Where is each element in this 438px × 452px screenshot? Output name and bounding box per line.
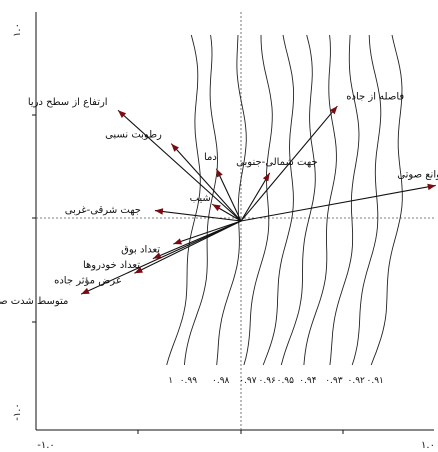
vector-label: ارتفاع موانع صوتی — [397, 170, 438, 181]
vector-label: تعداد بوق — [121, 245, 160, 256]
contour-line — [329, 34, 360, 366]
vector-arrowhead — [152, 252, 162, 259]
vector-label: تعداد خودروها — [83, 260, 140, 271]
vector-line — [240, 105, 338, 222]
contour-line — [243, 34, 273, 366]
contour-label: ۰.۹۵ — [277, 376, 295, 386]
vector-line — [240, 172, 271, 222]
vector-label: جهت شرقی-غربی — [65, 205, 141, 216]
vector-arrowhead — [216, 168, 223, 178]
contour-label: ۰.۹۳ — [325, 376, 343, 386]
contour-label: ۰.۹۹ — [180, 376, 198, 386]
contour-line — [183, 34, 218, 366]
contour-line — [280, 34, 316, 366]
vector-line — [154, 210, 242, 222]
vector-arrowhead — [154, 208, 164, 215]
contour-line — [166, 34, 201, 366]
y-tick-label-top: ۱.۰ — [12, 23, 23, 37]
vector-label: دما — [204, 152, 217, 163]
contour-label: ۰.۹۸ — [212, 376, 230, 386]
vector-line — [80, 220, 242, 295]
vector-line — [170, 143, 242, 222]
axis-ticks — [32, 114, 344, 434]
vector-arrowhead — [329, 106, 338, 115]
environmental-vectors: ارتفاع از سطح دریا رطوبت نسبی دما شیب جهت شر… — [0, 91, 438, 307]
vector-line — [240, 184, 436, 222]
vector-label: متوسط شدت صوت — [0, 296, 68, 307]
vector-label: فاصله از جاده — [346, 91, 404, 102]
contour-label: ۱ — [168, 376, 173, 386]
contour-line — [370, 34, 403, 366]
vector-arrowhead — [171, 143, 179, 152]
contour-label: ۰.۹۴ — [299, 376, 317, 386]
contour-label: ۰.۹۲ — [348, 376, 366, 386]
y-tick-label-bottom: -۱.۰ — [12, 403, 23, 421]
contour-label: ۰.۹۷ — [239, 376, 257, 386]
vector-label: شیب — [190, 193, 211, 204]
x-tick-label-left: -۱.۰ — [37, 440, 55, 451]
vector-label: رطوبت نسبی — [105, 129, 162, 140]
vector-arrowhead — [262, 172, 270, 182]
vector-arrowhead — [427, 183, 436, 191]
contour-lines: ۱ ۰.۹۹ ۰.۹۸ ۰.۹۷ ۰.۹۶ ۰.۹۵ ۰.۹۴ ۰.۹۳ ۰.۹۲ ۰.۹۱ — [166, 34, 403, 386]
contour-line — [351, 34, 382, 366]
contour-label: ۰.۹۱ — [367, 376, 384, 386]
vector-label: ارتفاع از سطح دریا — [28, 97, 108, 108]
contour-line — [262, 34, 295, 366]
vector-arrowhead — [81, 287, 90, 295]
vector-line — [173, 220, 242, 245]
vector-arrowhead — [118, 110, 127, 118]
vector-arrowhead — [134, 266, 143, 274]
contour-label: ۰.۹۶ — [259, 376, 277, 386]
vector-arrowhead — [212, 204, 221, 212]
vector-line — [117, 109, 242, 222]
vector-label: عرض مؤثر جاده — [54, 275, 122, 286]
vector-arrowhead — [173, 238, 182, 245]
contour-line — [216, 34, 247, 366]
contour-line — [303, 34, 337, 366]
x-tick-label-right: ۱.۰ — [421, 440, 435, 451]
vector-label: جهت شمالی-جنوبی — [236, 157, 317, 168]
vector-line — [215, 168, 242, 222]
